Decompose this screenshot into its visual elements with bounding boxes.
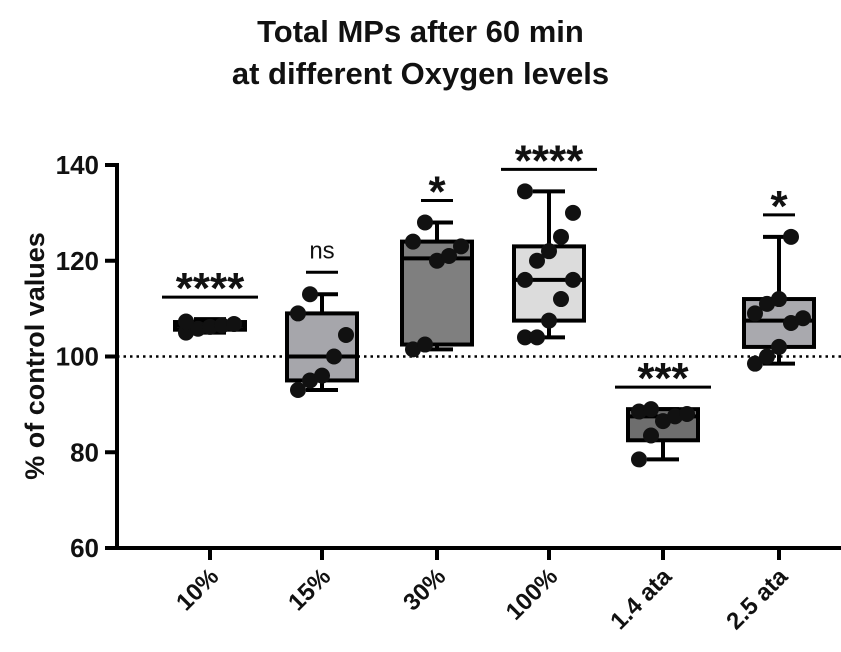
data-point <box>517 329 533 346</box>
data-point <box>783 314 799 331</box>
significance-label: **** <box>176 264 245 313</box>
data-point <box>178 313 194 330</box>
data-point <box>314 367 330 384</box>
data-point <box>565 204 581 221</box>
data-point <box>667 408 683 425</box>
significance-label: **** <box>515 136 584 185</box>
data-point <box>214 317 230 334</box>
data-point <box>417 214 433 231</box>
data-point <box>643 401 659 418</box>
data-point <box>529 329 545 346</box>
y-tick-label: 80 <box>70 437 99 467</box>
data-point <box>553 228 569 245</box>
data-point <box>771 291 787 308</box>
data-point <box>643 427 659 444</box>
data-point <box>417 336 433 353</box>
data-point <box>771 338 787 355</box>
data-point <box>655 413 671 430</box>
data-point <box>783 228 799 245</box>
data-point <box>565 271 581 288</box>
significance-label: *** <box>637 354 689 403</box>
data-point <box>190 320 206 337</box>
data-point <box>679 405 695 422</box>
x-tick-label: 15% <box>283 563 336 616</box>
y-tick-label: 140 <box>56 150 99 180</box>
y-tick-label: 60 <box>70 533 99 563</box>
data-point <box>553 291 569 308</box>
data-point <box>405 233 421 250</box>
y-tick-label: 100 <box>56 342 99 372</box>
data-point <box>795 310 811 327</box>
x-tick-label: 1.4 ata <box>605 563 677 635</box>
data-point <box>290 382 306 399</box>
data-point <box>631 451 647 468</box>
data-point <box>226 315 242 332</box>
data-point <box>290 305 306 322</box>
data-point <box>747 355 763 372</box>
x-tick-label: 30% <box>398 563 451 616</box>
x-tick-label: 10% <box>171 563 224 616</box>
data-point <box>429 252 445 269</box>
data-point <box>517 271 533 288</box>
data-point <box>338 326 354 343</box>
y-tick-label: 120 <box>56 246 99 276</box>
data-point <box>405 341 421 358</box>
data-point <box>441 247 457 264</box>
x-tick-label: 2.5 ata <box>721 563 793 635</box>
significance-label: * <box>770 182 788 231</box>
data-point <box>759 295 775 312</box>
data-point <box>759 348 775 365</box>
data-point <box>517 183 533 200</box>
data-point <box>302 372 318 389</box>
significance-label: ns <box>309 237 334 264</box>
data-point <box>326 348 342 365</box>
data-point <box>541 312 557 329</box>
data-point <box>302 286 318 303</box>
x-tick-label: 100% <box>501 563 564 626</box>
data-point <box>178 324 194 341</box>
chart-title-line-1: Total MPs after 60 min <box>257 14 584 49</box>
data-point <box>453 238 469 255</box>
data-point <box>202 318 218 335</box>
data-point <box>529 252 545 269</box>
data-point <box>631 403 647 420</box>
chart-title-line-2: at different Oxygen levels <box>231 56 610 91</box>
significance-label: * <box>428 167 446 216</box>
data-point <box>541 243 557 260</box>
data-point <box>747 305 763 322</box>
